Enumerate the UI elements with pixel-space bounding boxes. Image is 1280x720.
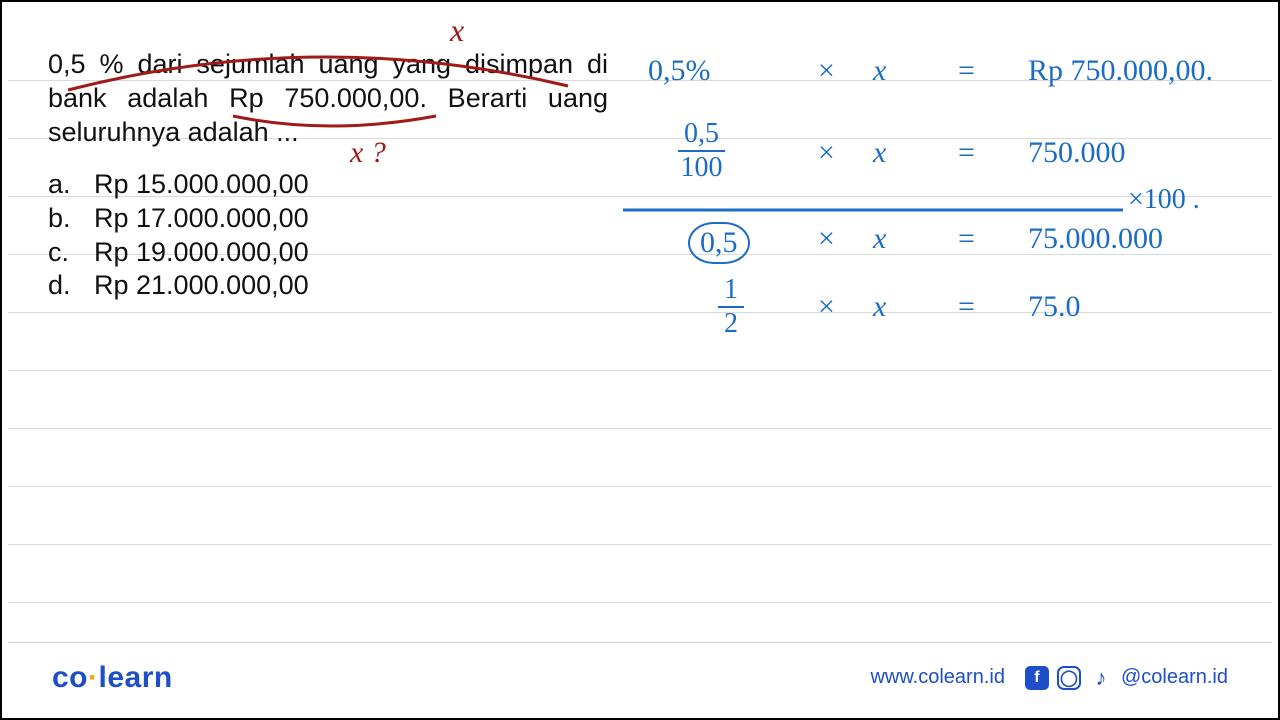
- work-rhs: 75.0: [1028, 290, 1081, 324]
- brand-logo: co·learn: [52, 661, 173, 695]
- option-d: d. Rp 21.000.000,00: [48, 269, 309, 303]
- option-letter: d.: [48, 269, 76, 303]
- option-text: Rp 19.000.000,00: [94, 236, 309, 270]
- work-x: x: [873, 54, 886, 88]
- option-letter: a.: [48, 168, 76, 202]
- page: 0,5 % dari sejumlah uang yang disimpan d…: [8, 8, 1272, 712]
- work-times: ×: [818, 136, 835, 170]
- red-x-top: x: [450, 12, 464, 49]
- times-100-annotation: ×100 .: [1128, 184, 1200, 216]
- work-rhs: 750.000: [1028, 136, 1126, 170]
- option-text: Rp 15.000.000,00: [94, 168, 309, 202]
- work-x: x: [873, 290, 886, 324]
- blue-hline: [623, 200, 1183, 220]
- logo-dot: ·: [88, 661, 99, 694]
- question-text: 0,5 % dari sejumlah uang yang disimpan d…: [48, 48, 608, 149]
- red-x-question: x ?: [350, 136, 386, 170]
- work-times: ×: [818, 222, 835, 256]
- option-a: a. Rp 15.000.000,00: [48, 168, 309, 202]
- footer: co·learn www.colearn.id f ◯ ♪ @colearn.i…: [8, 642, 1272, 712]
- option-c: c. Rp 19.000.000,00: [48, 236, 309, 270]
- social-handle: @colearn.id: [1121, 666, 1228, 689]
- work-circled: 0,5: [688, 222, 750, 264]
- work-rhs: Rp 750.000,00.: [1028, 54, 1213, 88]
- work-times: ×: [818, 290, 835, 324]
- option-text: Rp 17.000.000,00: [94, 202, 309, 236]
- logo-learn: learn: [99, 661, 173, 694]
- work-x: x: [873, 222, 886, 256]
- work-x: x: [873, 136, 886, 170]
- instagram-icon: ◯: [1057, 666, 1081, 690]
- option-letter: b.: [48, 202, 76, 236]
- option-b: b. Rp 17.000.000,00: [48, 202, 309, 236]
- work-term: 0,5%: [648, 54, 711, 88]
- work-rhs: 75.000.000: [1028, 222, 1163, 256]
- work-equals: =: [958, 54, 975, 88]
- logo-co: co: [52, 661, 88, 694]
- work-equals: =: [958, 222, 975, 256]
- footer-url: www.colearn.id: [870, 666, 1005, 689]
- work-equals: =: [958, 136, 975, 170]
- tiktok-icon: ♪: [1089, 666, 1113, 690]
- footer-right: www.colearn.id f ◯ ♪ @colearn.id: [870, 666, 1228, 690]
- facebook-icon: f: [1025, 666, 1049, 690]
- options-list: a. Rp 15.000.000,00 b. Rp 17.000.000,00 …: [48, 168, 309, 303]
- option-text: Rp 21.000.000,00: [94, 269, 309, 303]
- work-times: ×: [818, 54, 835, 88]
- work-equals: =: [958, 290, 975, 324]
- option-letter: c.: [48, 236, 76, 270]
- work-frac: 12: [718, 276, 744, 338]
- work-frac: 0,5100: [678, 120, 725, 182]
- social-icons: f ◯ ♪ @colearn.id: [1025, 666, 1228, 690]
